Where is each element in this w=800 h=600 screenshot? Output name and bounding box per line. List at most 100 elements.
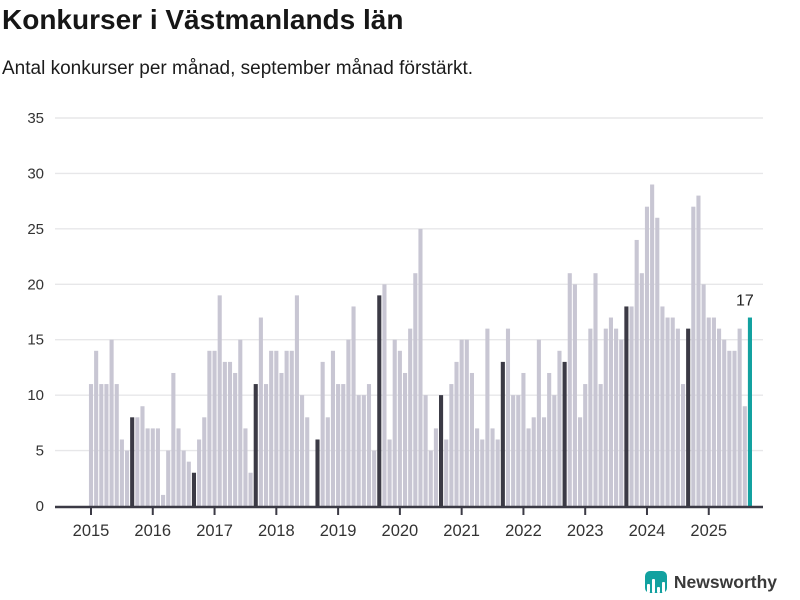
bar-2015-10 — [135, 417, 140, 506]
bar-chart-icon — [644, 571, 667, 593]
bar-2019-09 — [377, 295, 382, 506]
bar-2022-08 — [557, 350, 562, 506]
bar-2022-09 — [562, 361, 567, 506]
bar-2022-07 — [552, 395, 557, 506]
bar-2020-07 — [428, 450, 433, 506]
bar-2022-02 — [526, 428, 531, 506]
bar-2022-10 — [567, 273, 572, 506]
bar-2018-03 — [284, 350, 289, 506]
x-tick-label-2015: 2015 — [73, 522, 110, 540]
bar-2017-02 — [217, 295, 222, 506]
bar-2025-09 — [747, 317, 752, 506]
bar-2018-01 — [274, 350, 279, 506]
bar-2018-12 — [330, 350, 336, 506]
x-tick-label-2016: 2016 — [134, 522, 171, 540]
bar-2015-11 — [140, 406, 145, 506]
x-tick-label-2018: 2018 — [258, 522, 295, 540]
chart-subtitle: Antal konkurser per månad, september mån… — [2, 58, 474, 79]
bar-2020-08 — [433, 428, 438, 506]
bar-2021-07 — [490, 428, 495, 506]
bar-2024-07 — [675, 328, 680, 506]
bar-2019-06 — [361, 395, 366, 506]
bar-2021-10 — [505, 328, 511, 506]
bar-2016-09 — [191, 472, 197, 506]
bar-2023-05 — [603, 328, 608, 506]
y-tick-label-15: 15 — [27, 332, 44, 349]
bar-2017-01 — [212, 350, 217, 506]
bar-2022-05 — [541, 417, 547, 506]
bar-2016-01 — [150, 428, 155, 506]
x-tick-label-2019: 2019 — [320, 522, 357, 540]
bar-2016-12 — [207, 350, 212, 506]
bar-2020-11 — [449, 384, 454, 506]
bar-2024-09 — [686, 328, 691, 506]
bar-2024-05 — [665, 317, 670, 506]
bar-2019-05 — [356, 395, 361, 506]
bar-2024-01 — [644, 206, 650, 506]
bar-2024-10 — [691, 206, 696, 506]
bar-2016-03 — [161, 494, 166, 506]
bar-2015-06 — [114, 384, 119, 506]
bar-2023-01 — [583, 384, 588, 506]
y-tick-label-5: 5 — [36, 443, 44, 460]
bar-2020-06 — [423, 395, 428, 506]
bar-2019-07 — [366, 384, 372, 506]
newsworthy-brand-link[interactable]: Newsworthy — [644, 571, 777, 593]
bar-2015-12 — [145, 428, 150, 506]
bar-2016-07 — [181, 450, 186, 506]
bar-2025-04 — [722, 339, 727, 506]
bar-2023-04 — [598, 384, 603, 506]
bar-2018-11 — [325, 417, 330, 506]
bar-2015-04 — [104, 384, 109, 506]
bar-2016-11 — [202, 417, 207, 506]
bar-2019-04 — [351, 306, 356, 506]
bar-2017-12 — [269, 350, 274, 506]
bar-2017-08 — [248, 472, 253, 506]
bar-2025-07 — [737, 328, 742, 506]
bar-2021-05 — [480, 439, 485, 506]
bar-2022-03 — [531, 417, 536, 506]
bar-2017-11 — [263, 384, 269, 506]
bar-2018-02 — [279, 372, 284, 506]
bar-2023-03 — [593, 273, 598, 506]
bar-2018-07 — [305, 417, 310, 506]
y-tick-label-30: 30 — [27, 165, 44, 182]
bar-2023-12 — [639, 273, 644, 506]
bar-2025-06 — [732, 350, 737, 506]
bar-2019-10 — [382, 284, 387, 506]
bar-2017-04 — [227, 361, 233, 506]
bar-2017-06 — [238, 339, 243, 506]
x-tick-label-2024: 2024 — [629, 522, 666, 540]
bar-2018-04 — [289, 350, 294, 506]
bar-2015-08 — [124, 450, 130, 506]
bar-2020-02 — [402, 372, 408, 506]
bar-2017-10 — [258, 317, 263, 506]
bar-2018-10 — [320, 361, 325, 506]
bar-2020-10 — [444, 439, 449, 506]
bar-2019-12 — [392, 339, 397, 506]
bar-2025-05 — [727, 350, 732, 506]
bar-2020-05 — [418, 228, 423, 507]
bar-2020-03 — [408, 328, 413, 506]
x-tick-label-2025: 2025 — [690, 522, 727, 540]
x-tick-label-2021: 2021 — [443, 522, 480, 540]
y-tick-label-25: 25 — [27, 221, 44, 238]
bar-2024-02 — [650, 184, 655, 506]
bar-2015-02 — [94, 350, 99, 506]
bar-2020-04 — [413, 273, 418, 506]
bar-2025-01 — [706, 317, 711, 506]
bar-2022-06 — [547, 372, 552, 506]
bar-2015-03 — [99, 384, 104, 506]
bar-2019-01 — [336, 384, 341, 506]
bar-2020-12 — [454, 361, 459, 506]
chart-title: Konkurser i Västmanlands län — [2, 4, 404, 35]
bar-2025-08 — [742, 406, 747, 506]
y-tick-label-0: 0 — [36, 498, 44, 515]
x-tick-label-2017: 2017 — [196, 522, 233, 540]
bar-2023-11 — [634, 239, 639, 506]
bar-2021-08 — [495, 439, 500, 506]
bar-2024-03 — [655, 217, 660, 506]
bar-2021-03 — [469, 372, 474, 506]
